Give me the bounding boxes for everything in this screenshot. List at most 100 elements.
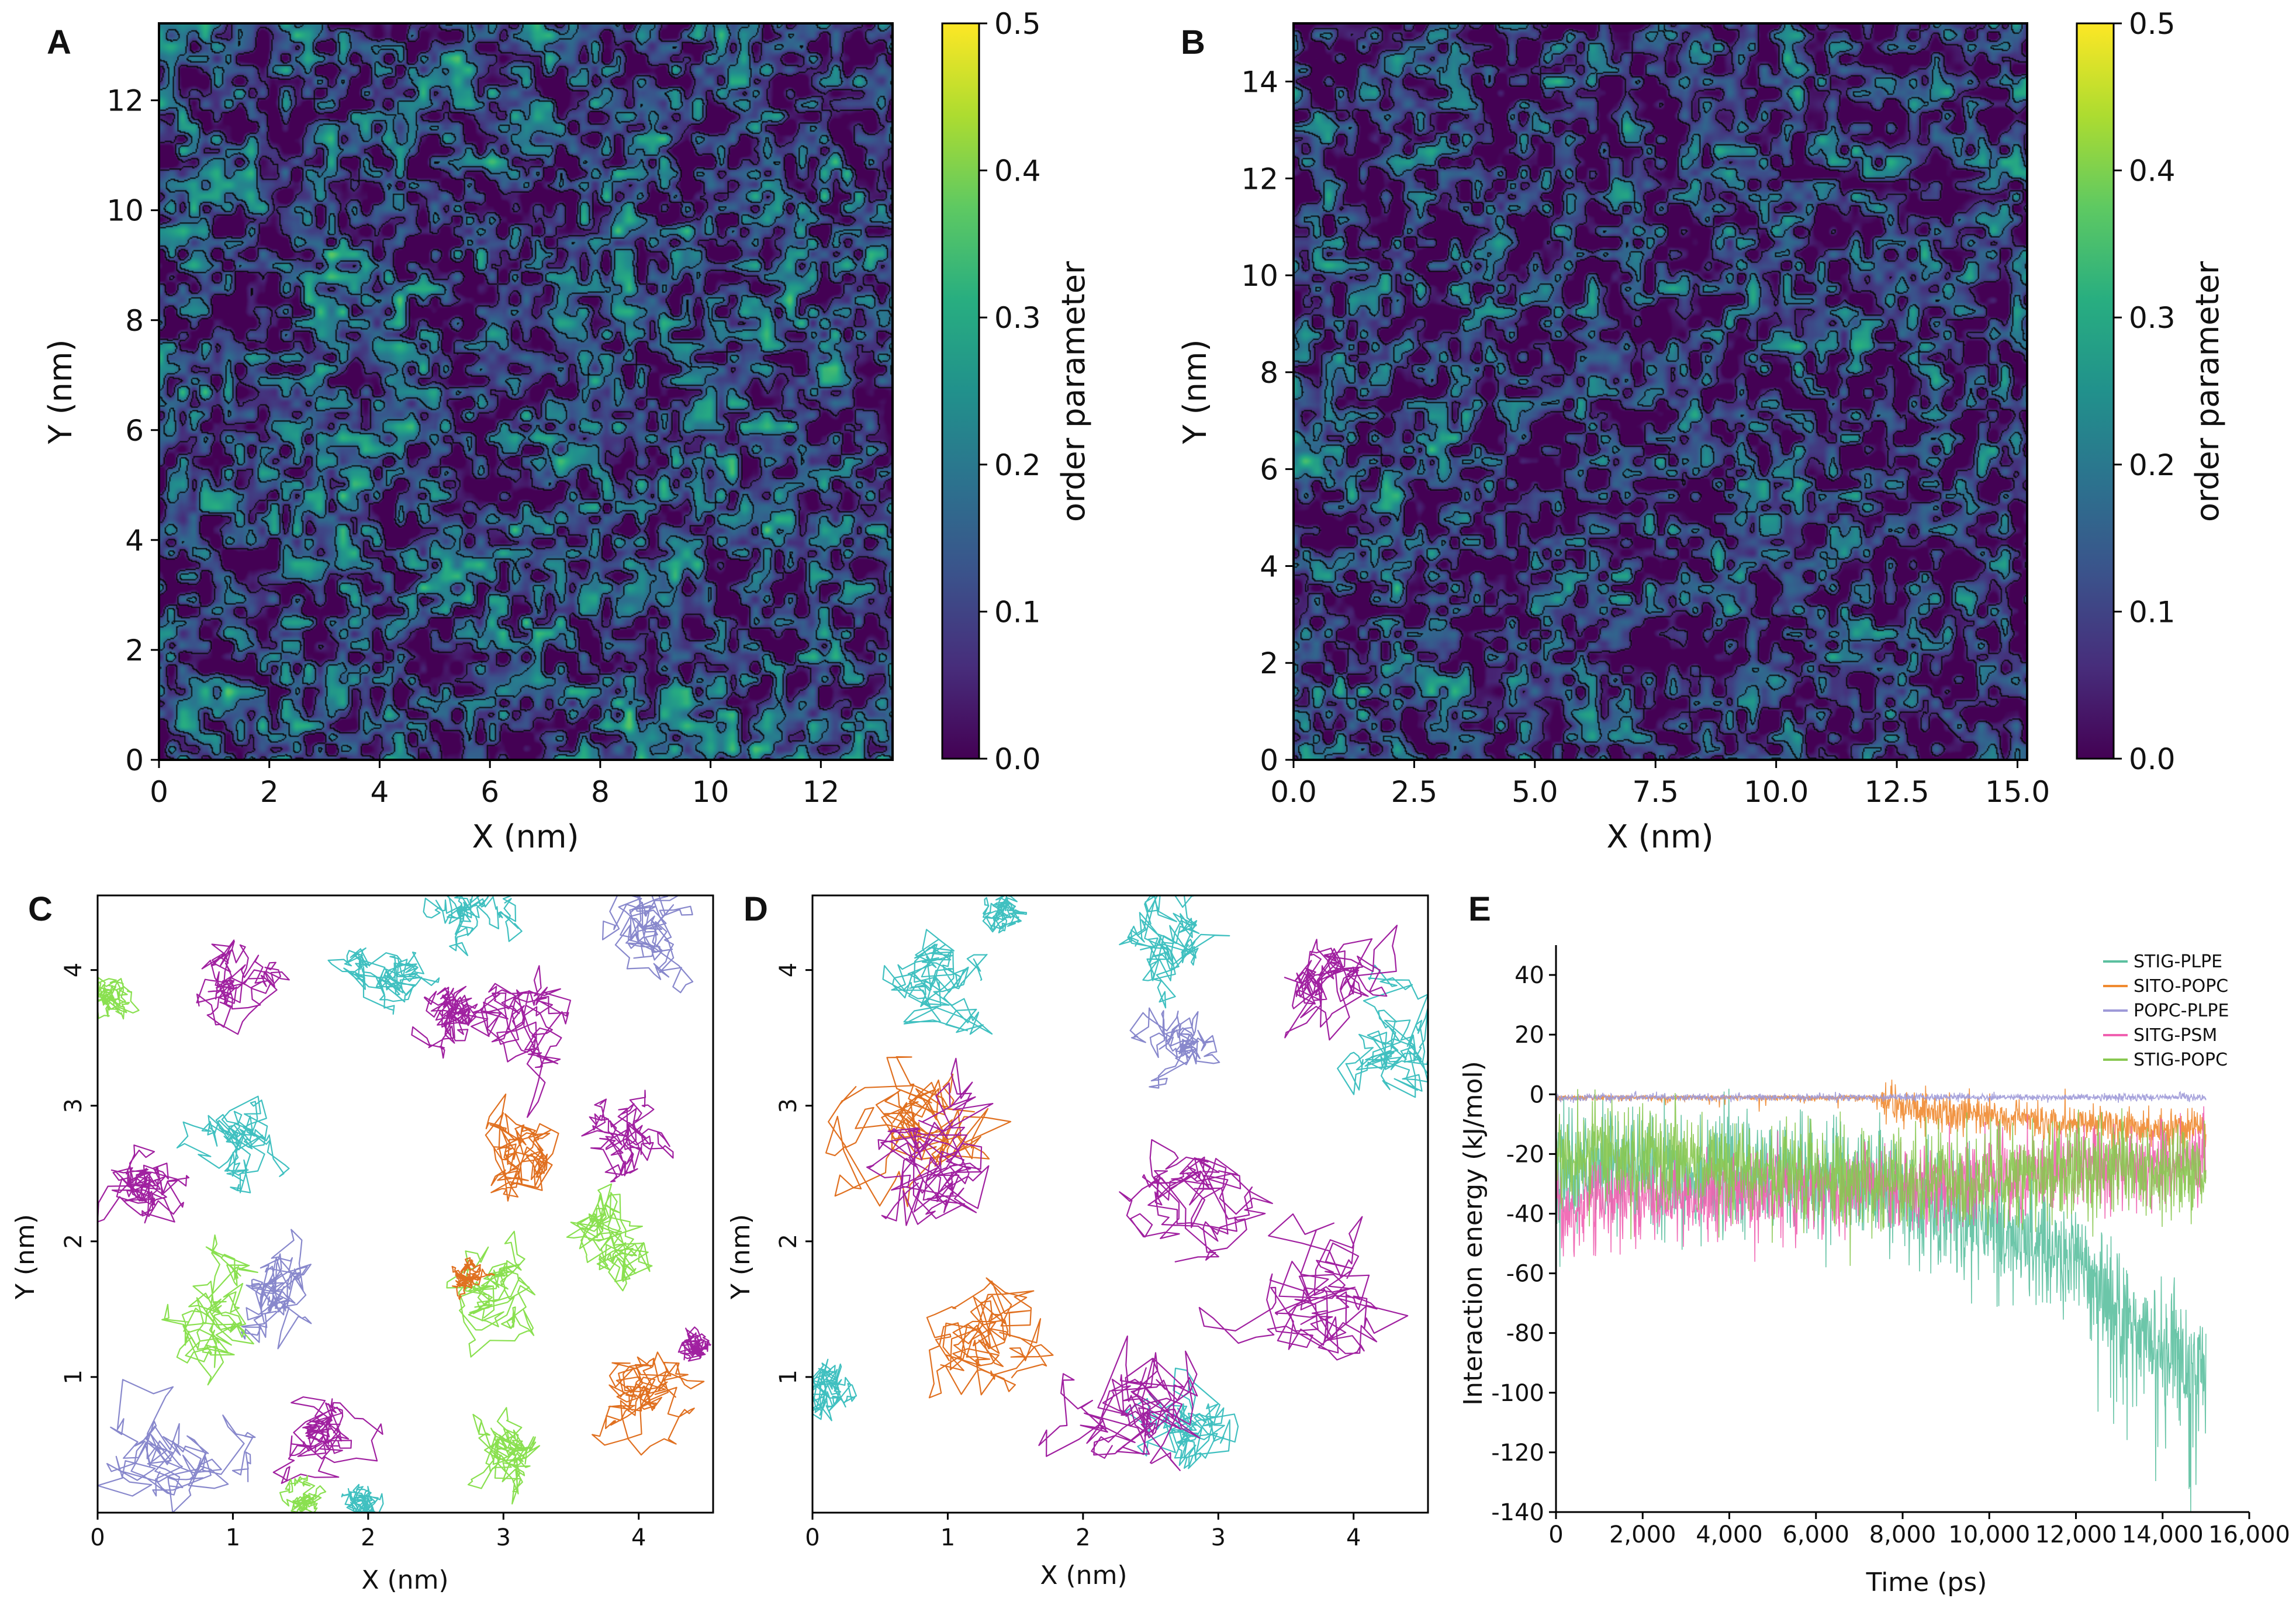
trajectory-c-frame: [96, 894, 714, 1514]
energy-legend-label: SITO-POPC: [2134, 976, 2228, 997]
trajectory-d-trajectory: [926, 1277, 1054, 1399]
heatmap-a-frame: [158, 22, 894, 761]
trajectory-d-xtick-label: 3: [1211, 1524, 1226, 1551]
energy-xtick-label: 6,000: [1782, 1521, 1849, 1548]
heatmap-a-colorbar-tick-label: 0.4: [994, 154, 1041, 188]
trajectory-d-trajectory: [1337, 964, 1429, 1098]
trajectory-c-trajectory: [176, 1095, 290, 1194]
energy-xtick-label: 14,000: [2122, 1521, 2204, 1548]
energy-ylabel: Interaction energy (kJ/mol): [1458, 1061, 1488, 1406]
energy-ytick-label: -120: [1491, 1440, 1544, 1466]
heatmap-a-colorbar-tick-label: 0.5: [994, 7, 1041, 41]
trajectory-c-xlabel: X (nm): [361, 1565, 448, 1595]
trajectory-d-ytick-label: 3: [775, 1098, 802, 1113]
heatmap-b-colorbar-tick-label: 0.3: [2129, 301, 2176, 335]
heatmap-a-ylabel: Y (nm): [42, 339, 79, 444]
panel-e: 0 2,000 4,000 6,000 8,000 10,000 12,000 14,000 1…: [1458, 945, 2290, 1597]
trajectory-c-ytick-label: 4: [60, 963, 87, 977]
heatmap-b-image: [1294, 23, 2027, 760]
trajectory-d-trajectory: [1284, 925, 1398, 1041]
energy-xtick-label: 12,000: [2035, 1521, 2117, 1548]
trajectory-d-trajectory: [866, 1057, 994, 1226]
colorbar-a: [941, 22, 980, 760]
trajectory-c-trajectory: [485, 1093, 559, 1202]
heatmap-a-xtick-label: 0: [150, 775, 168, 809]
trajectory-c-trajectory: [279, 1475, 327, 1514]
heatmap-b-xtick-label: 12.5: [1864, 775, 1929, 809]
heatmap-b-ytick-label: 0: [1260, 743, 1278, 777]
heatmap-b-ytick-label: 12: [1241, 162, 1278, 196]
colorbar-b: [2076, 22, 2115, 760]
trajectory-d-xlabel: X (nm): [1040, 1561, 1127, 1590]
heatmap-a-ytick-label: 8: [125, 304, 144, 338]
trajectory-c-trajectory: [196, 939, 290, 1035]
heatmap-b-ytick-label: 8: [1260, 356, 1278, 390]
trajectory-c-ytick-label: 3: [60, 1098, 87, 1113]
trajectory-d-trajectory: [825, 1056, 1012, 1208]
trajectory-c-ytick-label: 2: [60, 1234, 87, 1248]
trajectory-c-xtick-label: 1: [226, 1524, 240, 1551]
trajectory-d-ytick-label: 4: [775, 963, 802, 977]
trajectory-c-trajectory: [677, 1326, 711, 1362]
panel-label-b: B: [1181, 23, 1205, 61]
energy-series-line: [1555, 1090, 2207, 1104]
energy-xtick-label: 8,000: [1869, 1521, 1937, 1548]
colorbar-a-label: order parameter: [1055, 261, 1092, 522]
trajectory-d-ylabel: Y (nm): [726, 1214, 756, 1300]
energy-legend-label: STIG-POPC: [2134, 1050, 2228, 1070]
heatmap-a-xtick-label: 8: [591, 775, 610, 809]
heatmap-b-xtick-label: 15.0: [1985, 775, 2050, 809]
trajectory-d-trajectory: [882, 929, 993, 1035]
energy-xtick-label: 4,000: [1696, 1521, 1763, 1548]
trajectory-d-trajectory: [1198, 1213, 1409, 1361]
heatmap-b-colorbar-tick-label: 0.0: [2129, 742, 2176, 776]
trajectory-c-trajectory: [341, 1483, 384, 1514]
energy-xtick-label: 2,000: [1609, 1521, 1676, 1548]
heatmap-b-xlabel: X (nm): [1606, 818, 1713, 855]
trajectory-d-frame: [811, 894, 1429, 1514]
trajectory-c-xtick-label: 3: [496, 1524, 511, 1551]
heatmap-b-xtick-label: 0.0: [1270, 775, 1317, 809]
panel-d: 0 1 2 3 4 1 2 3 4 X (nm) Y (nm): [726, 894, 1429, 1590]
trajectory-c-trajectory: [411, 985, 478, 1059]
trajectory-c-trajectory: [592, 1351, 705, 1456]
heatmap-a-ytick-label: 4: [125, 524, 144, 558]
heatmap-a-xtick-label: 12: [803, 775, 840, 809]
heatmap-b-colorbar-tick-label: 0.4: [2129, 154, 2176, 188]
trajectory-c-trajectory: [327, 947, 440, 1015]
heatmap-a-ytick-label: 0: [125, 743, 144, 777]
heatmap-b-ytick-label: 4: [1260, 549, 1278, 583]
heatmap-a-colorbar-tick-label: 0.2: [994, 448, 1041, 482]
trajectory-d-xtick-label: 2: [1076, 1524, 1090, 1551]
trajectory-c-trajectory: [272, 1396, 383, 1484]
energy-xlabel: Time (ps): [1866, 1568, 1987, 1597]
heatmap-b-colorbar-tick-label: 0.5: [2129, 7, 2176, 41]
heatmap-a-image: [159, 23, 893, 760]
trajectory-d-trajectory: [1129, 1007, 1220, 1089]
heatmap-a-ytick-label: 6: [125, 414, 144, 448]
trajectory-c-trajectory: [240, 1229, 312, 1350]
trajectory-c-trajectory: [446, 1230, 536, 1358]
trajectory-d-xtick-label: 1: [940, 1524, 955, 1551]
trajectory-c-xtick-label: 4: [631, 1524, 646, 1551]
trajectory-d-trajectory: [1119, 894, 1230, 1009]
panel-label-c: C: [28, 890, 53, 928]
energy-legend-label: SITG-PSM: [2134, 1025, 2217, 1046]
energy-ytick-label: -20: [1506, 1141, 1544, 1168]
trajectory-c-trajectory: [423, 894, 523, 956]
heatmap-a-colorbar-tick-label: 0.1: [994, 595, 1041, 629]
heatmap-a-xtick-label: 6: [480, 775, 499, 809]
trajectory-c-xtick-label: 2: [361, 1524, 375, 1551]
energy-ytick-label: -60: [1506, 1261, 1544, 1288]
panel-label-a: A: [47, 23, 71, 61]
panel-label-e: E: [1468, 890, 1491, 928]
panel-a: 0 2 4 6 8 10 12 0 2 4 6 8 10 12 X (nm) Y (nm) 0.0 0.1 0…: [42, 7, 1092, 855]
heatmap-a-ytick-label: 10: [106, 194, 144, 228]
energy-ytick-label: -40: [1506, 1201, 1544, 1227]
heatmap-b-ytick-label: 6: [1260, 453, 1278, 487]
energy-ytick-label: 40: [1514, 962, 1544, 989]
energy-legend: STIG-PLPE SITO-POPC POPC-PLPE SITG-PSM STIG-…: [2103, 952, 2229, 1070]
trajectory-c-trajectory: [96, 1144, 190, 1224]
trajectory-d-trajectory: [1119, 1139, 1273, 1262]
